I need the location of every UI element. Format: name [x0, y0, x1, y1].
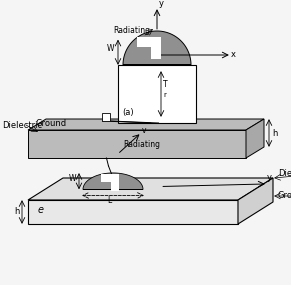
Text: W: W — [107, 44, 114, 53]
Polygon shape — [123, 31, 191, 65]
Text: Radiating: Radiating — [123, 140, 160, 149]
Polygon shape — [28, 178, 273, 200]
Polygon shape — [83, 173, 143, 190]
Text: Ground: Ground — [36, 119, 67, 128]
Text: W: W — [69, 174, 77, 183]
Bar — [101, 174, 119, 182]
Bar — [118, 65, 196, 123]
Text: y: y — [267, 173, 272, 182]
Bar — [137, 37, 161, 47]
Text: Radiating: Radiating — [113, 26, 150, 35]
Text: x: x — [231, 50, 236, 59]
Text: y: y — [159, 0, 164, 8]
Text: h: h — [14, 207, 19, 217]
Text: v: v — [141, 126, 146, 135]
Bar — [111, 174, 119, 192]
Text: Dielectric: Dielectric — [278, 170, 291, 178]
Text: Dielectric: Dielectric — [2, 121, 42, 129]
Polygon shape — [28, 119, 264, 130]
Text: Ground: Ground — [278, 192, 291, 201]
Bar — [28, 200, 238, 224]
Text: h: h — [272, 129, 277, 137]
Text: (a): (a) — [122, 108, 134, 117]
Bar — [151, 37, 161, 59]
Bar — [28, 130, 246, 158]
Polygon shape — [238, 178, 273, 224]
Text: e: e — [38, 205, 44, 215]
Text: r: r — [163, 92, 166, 98]
Text: L: L — [107, 196, 111, 205]
Text: T: T — [163, 80, 168, 89]
Polygon shape — [246, 119, 264, 158]
Bar — [102, 113, 111, 121]
